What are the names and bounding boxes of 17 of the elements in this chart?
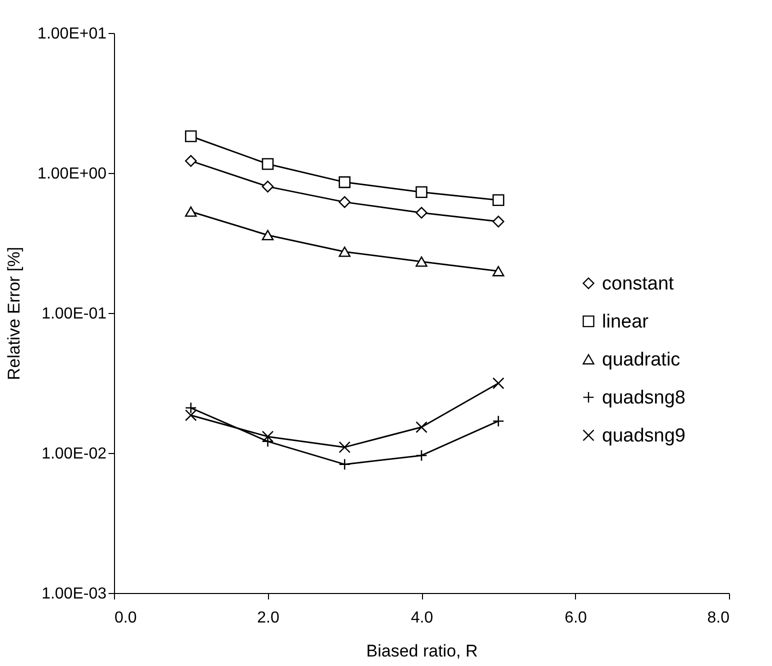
x-tick-label: 0.0 <box>114 610 137 626</box>
y-axis-title: Relative Error [%] <box>4 246 24 380</box>
y-tick-label: 1.00E-03 <box>42 586 107 602</box>
legend-label: constant <box>602 273 675 294</box>
y-tick-label: 1.00E+00 <box>38 166 107 182</box>
legend-label: linear <box>602 311 650 332</box>
legend-label: quadsng8 <box>602 387 686 408</box>
y-tick-label: 1.00E+01 <box>38 26 107 42</box>
x-axis-title: Biased ratio, R <box>366 642 478 660</box>
x-tick-label: 4.0 <box>410 610 434 626</box>
legend-label: quadratic <box>602 349 680 370</box>
x-tick-label: 2.0 <box>257 610 280 626</box>
x-tick-label: 6.0 <box>564 610 587 626</box>
y-tick-label: 1.00E-02 <box>42 446 107 462</box>
y-tick-label: 1.00E-01 <box>42 306 107 322</box>
legend-label: quadsng9 <box>602 425 686 446</box>
x-tick-label: 8.0 <box>707 610 730 626</box>
